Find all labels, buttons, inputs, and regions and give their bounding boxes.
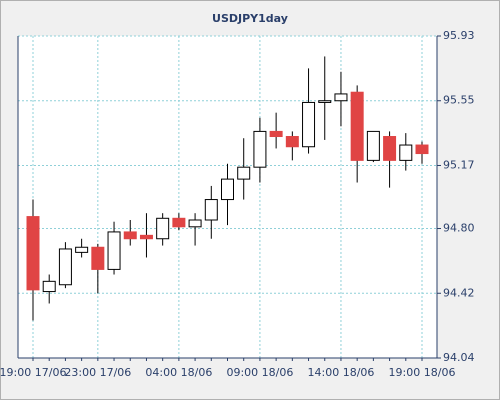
- x-tick-label: 19:00 18/06: [389, 366, 456, 379]
- x-tick-label: 14:00 18/06: [308, 366, 375, 379]
- y-tick-label: 95.55: [443, 94, 475, 107]
- candle-body: [139, 234, 153, 240]
- candle-body: [188, 219, 202, 228]
- candle-body: [350, 91, 364, 161]
- y-tick-label: 94.80: [443, 222, 475, 235]
- candle-body: [172, 217, 186, 228]
- candle-body: [253, 130, 267, 168]
- candle-body: [285, 136, 299, 148]
- candle-body: [156, 217, 170, 240]
- candle-body: [383, 136, 397, 161]
- candle-body: [58, 248, 72, 286]
- x-tick-label: 23:00 17/06: [64, 366, 131, 379]
- candle-body: [42, 280, 56, 293]
- candle-body: [415, 144, 429, 155]
- candle-body: [366, 130, 380, 161]
- candle-body: [91, 246, 105, 270]
- candle-body: [75, 246, 89, 253]
- candle-body: [26, 216, 40, 291]
- candle-body: [334, 93, 348, 102]
- candle-body: [269, 130, 283, 138]
- candle-body: [221, 178, 234, 201]
- candle-body: [318, 100, 332, 103]
- candle-body: [302, 101, 316, 148]
- candle-body: [107, 231, 121, 270]
- y-tick-label: 94.42: [443, 286, 475, 299]
- candle-body: [399, 144, 413, 161]
- candle-body: [237, 166, 251, 180]
- candle-body: [204, 199, 218, 221]
- x-tick-label: 04:00 18/06: [145, 366, 212, 379]
- chart-title: USDJPY1day: [212, 12, 288, 25]
- y-tick-label: 95.93: [443, 29, 475, 42]
- y-tick-label: 95.17: [443, 158, 475, 171]
- x-tick-label: 19:00 17/06: [0, 366, 66, 379]
- candle-body: [123, 231, 137, 240]
- x-tick-label: 09:00 18/06: [226, 366, 293, 379]
- y-tick-label: 94.04: [443, 351, 475, 364]
